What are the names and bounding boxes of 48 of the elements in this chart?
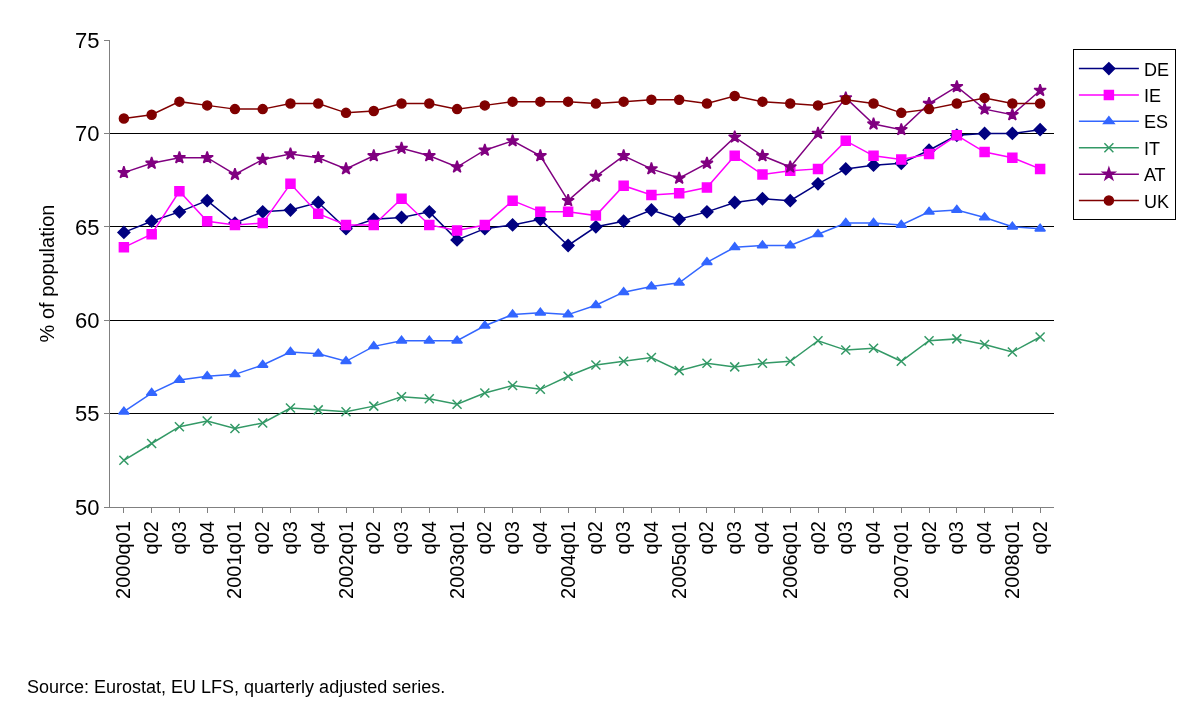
x-tick-label: 2006q01 <box>778 521 801 599</box>
legend-label: DE <box>1143 59 1169 80</box>
x-tick-label: 2001q01 <box>223 521 246 599</box>
y-tick-label: 60 <box>75 307 100 333</box>
x-tick-label: 2008q01 <box>1000 521 1023 599</box>
y-tick-label: 70 <box>75 121 100 147</box>
x-tick-label: q04 <box>973 521 996 555</box>
x-tick-label: 2007q01 <box>889 521 912 599</box>
y-tick-label: 65 <box>75 214 100 240</box>
legend-label: IE <box>1143 85 1161 106</box>
x-tick-label: q03 <box>167 521 190 555</box>
x-tick-label: q02 <box>140 521 163 555</box>
x-tick-label: q03 <box>278 521 301 555</box>
legend-label: IT <box>1143 138 1160 159</box>
x-tick-label: 2003q01 <box>445 521 468 599</box>
x-tick-label: 2005q01 <box>667 521 690 599</box>
x-tick-label: q04 <box>862 521 885 555</box>
legend-label: ES <box>1143 112 1168 133</box>
x-tick-label: q03 <box>723 521 746 555</box>
y-tick-label: 75 <box>75 27 100 53</box>
x-tick-label: q02 <box>1028 521 1051 555</box>
x-tick-label: q03 <box>501 521 524 555</box>
x-tick-label: 2002q01 <box>334 521 357 599</box>
x-tick-label: q03 <box>390 521 413 555</box>
x-tick-label: q03 <box>834 521 857 555</box>
x-tick-label: q03 <box>612 521 635 555</box>
x-tick-label: q04 <box>750 521 773 555</box>
source-note: Source: Eurostat, EU LFS, quarterly adjusted series. <box>27 677 446 697</box>
x-tick-label: q02 <box>584 521 607 555</box>
x-tick-label: q04 <box>639 521 662 555</box>
x-tick-label: q02 <box>251 521 274 555</box>
x-tick-label: q02 <box>806 521 829 555</box>
x-tick-label: q03 <box>945 521 968 555</box>
y-axis-title: % of population <box>35 204 58 343</box>
x-tick-label: q02 <box>917 521 940 555</box>
y-tick-label: 55 <box>75 401 100 427</box>
x-tick-label: q04 <box>528 521 551 555</box>
x-tick-label: 2004q01 <box>556 521 579 599</box>
x-tick-label: q04 <box>417 521 440 555</box>
x-tick-label: q04 <box>195 521 218 555</box>
legend-label: AT <box>1143 165 1166 186</box>
x-tick-label: q02 <box>473 521 496 555</box>
legend-label: UK <box>1143 191 1169 212</box>
x-tick-label: 2000q01 <box>112 521 135 599</box>
y-tick-label: 50 <box>75 494 100 520</box>
x-tick-label: q02 <box>362 521 385 555</box>
x-tick-label: q04 <box>306 521 329 555</box>
x-tick-label: q02 <box>695 521 718 555</box>
